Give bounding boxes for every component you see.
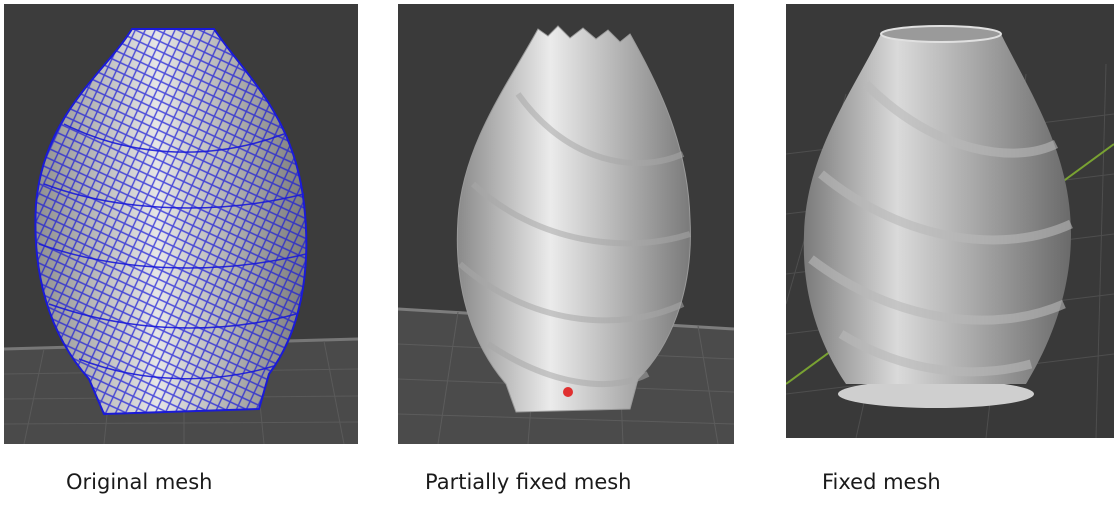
vase-mesh-fixed-icon [786,4,1114,438]
viewport-fixed-mesh [786,4,1114,438]
error-marker-icon [563,387,573,397]
caption-original-mesh: Original mesh [66,470,213,494]
caption-fixed-mesh: Fixed mesh [822,470,941,494]
viewport-original-mesh [4,4,358,444]
viewport-partially-fixed-mesh [398,4,734,444]
caption-partially-fixed-mesh: Partially fixed mesh [425,470,632,494]
vase-mesh-partial-icon [398,4,734,444]
vase-mesh-wireframe-icon [4,4,358,444]
